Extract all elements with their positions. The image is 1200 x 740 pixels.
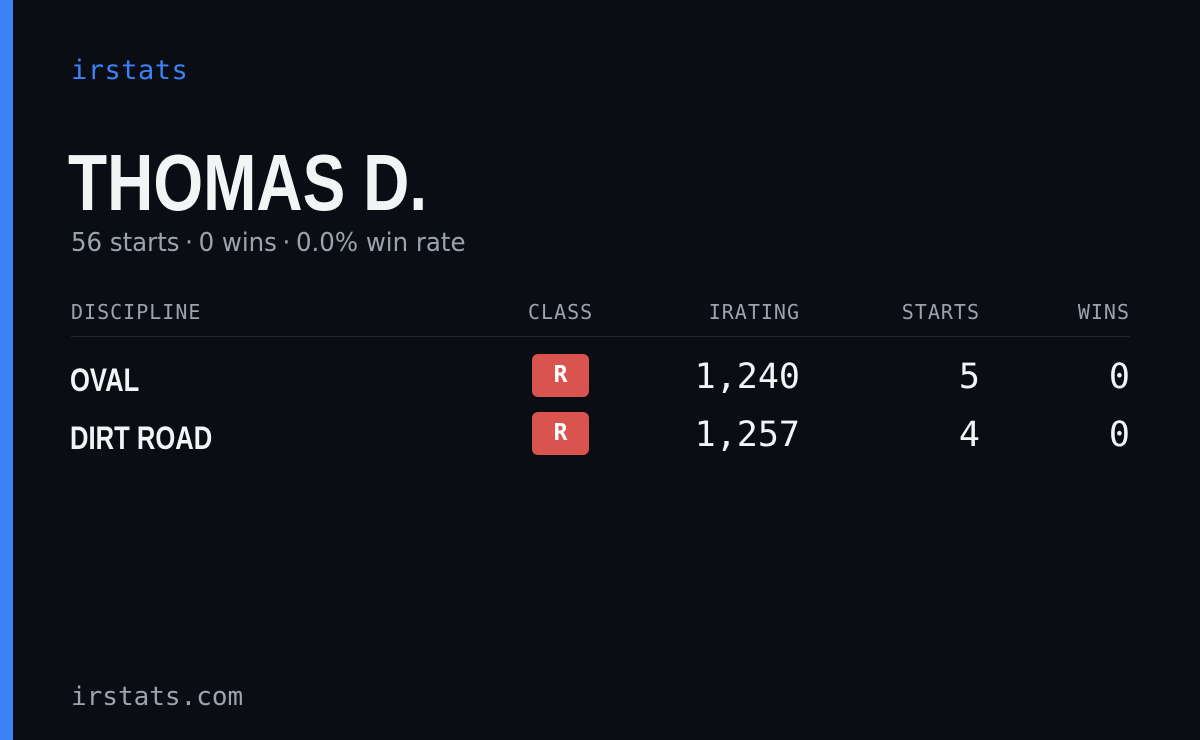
discipline-name: DIRT ROAD: [70, 420, 213, 456]
header-wins: WINS: [1077, 300, 1130, 324]
table-row: OVAL R 1,240 5 0: [0, 354, 1200, 398]
table-divider: [71, 336, 1130, 337]
license-class-badge: R: [532, 412, 589, 455]
wins-value: 0: [1108, 357, 1130, 397]
starts-value: 4: [958, 415, 980, 455]
driver-name: THOMAS D.: [68, 138, 428, 227]
header-irating: IRATING: [708, 300, 800, 324]
irating-value: 1,240: [694, 357, 800, 397]
header-class: CLASS: [528, 300, 594, 324]
separator: ·: [282, 228, 291, 258]
table-row: DIRT ROAD R 1,257 4 0: [0, 412, 1200, 456]
wins-value: 0: [1108, 415, 1130, 455]
starts-count: 56 starts: [71, 228, 180, 258]
footer-url[interactable]: irstats.com: [71, 682, 244, 712]
discipline-name: OVAL: [70, 362, 140, 398]
brand-logo[interactable]: irstats: [71, 55, 189, 86]
separator: ·: [185, 228, 193, 258]
license-class-badge: R: [532, 354, 589, 397]
irating-value: 1,257: [694, 415, 800, 455]
accent-bar: [0, 0, 13, 740]
win-rate: 0.0% win rate: [295, 228, 466, 258]
wins-count: 0 wins: [198, 228, 277, 258]
header-discipline: DISCIPLINE: [71, 300, 202, 324]
driver-summary: 56 starts · 0 wins · 0.0% win rate: [71, 228, 466, 258]
header-starts: STARTS: [901, 300, 980, 324]
starts-value: 5: [958, 357, 980, 397]
